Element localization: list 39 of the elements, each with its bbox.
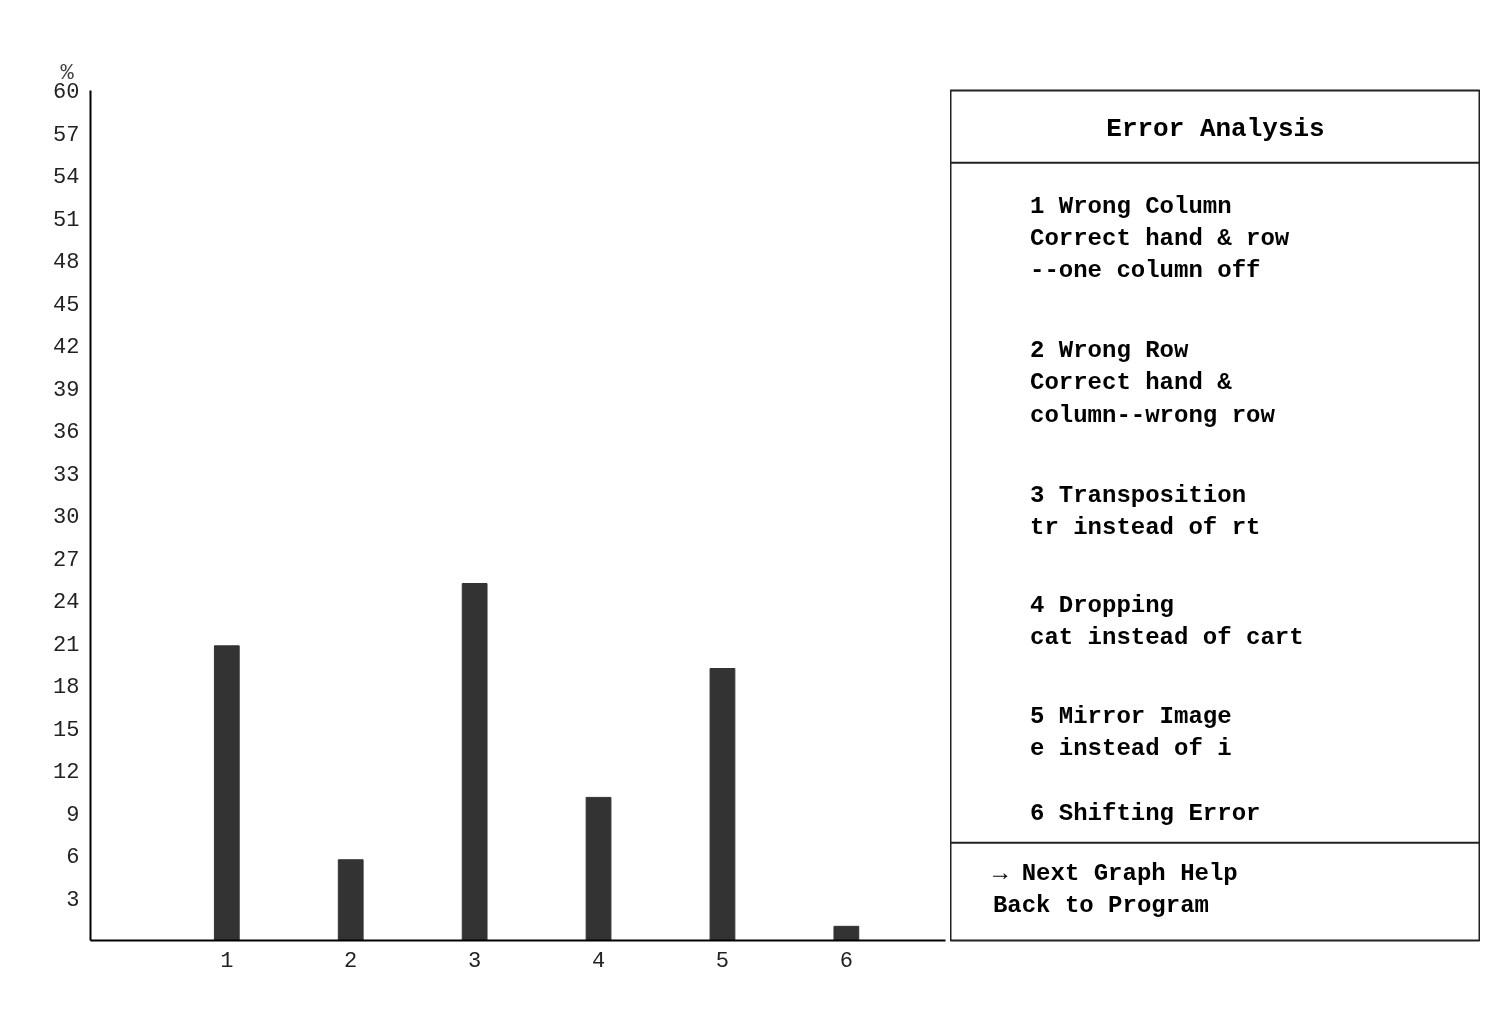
x-tick-label: 2 bbox=[344, 948, 358, 974]
y-tick-label: 24 bbox=[53, 590, 80, 615]
x-tick-label: 3 bbox=[468, 948, 482, 974]
text: → Next Graph Help Back to Program bbox=[992, 859, 1238, 920]
text: 1 Wrong Column Correct hand & row --one column off bbox=[1030, 192, 1290, 285]
bar bbox=[709, 668, 736, 941]
y-tick-label: 39 bbox=[53, 377, 80, 403]
y-tick-label: 30 bbox=[53, 505, 80, 530]
x-tick-label: 1 bbox=[220, 948, 234, 974]
y-tick-label: 15 bbox=[53, 717, 80, 743]
y-tick-label: 51 bbox=[53, 207, 80, 233]
y-tick-label: 42 bbox=[53, 335, 80, 360]
y-tick-label: 36 bbox=[53, 420, 80, 445]
bar bbox=[213, 645, 240, 941]
y-tick-label: 18 bbox=[53, 675, 80, 700]
x-tick-label: 6 bbox=[839, 948, 853, 974]
y-tick-label: 48 bbox=[53, 250, 80, 275]
y-tick-label: 57 bbox=[53, 122, 80, 148]
y-tick-label: 12 bbox=[53, 760, 80, 785]
y-tick-label: 45 bbox=[53, 292, 80, 318]
text: 5 Mirror Image e instead of i bbox=[1030, 702, 1232, 762]
y-tick-label: 54 bbox=[53, 165, 80, 190]
x-tick-label: 5 bbox=[715, 948, 730, 974]
y-tick-label: 9 bbox=[66, 802, 80, 828]
text: Error Analysis bbox=[1106, 113, 1325, 144]
text: 2 Wrong Row Correct hand & column--wrong row bbox=[1030, 337, 1276, 429]
text: 4 Dropping cat instead of cart bbox=[1030, 592, 1304, 652]
bar bbox=[585, 796, 612, 941]
x-tick-label: 4 bbox=[591, 948, 606, 974]
bar bbox=[833, 925, 860, 941]
bar bbox=[337, 859, 364, 941]
text: 3 Transposition tr instead of rt bbox=[1030, 481, 1261, 541]
y-tick-label: 27 bbox=[53, 547, 80, 573]
bar bbox=[461, 583, 488, 941]
text: 6 Shifting Error bbox=[1030, 800, 1261, 828]
y-tick-label: 6 bbox=[66, 845, 80, 870]
y-tick-label: 3 bbox=[66, 887, 80, 913]
y-tick-label: 33 bbox=[53, 462, 80, 488]
y-tick-label: 21 bbox=[53, 632, 80, 658]
